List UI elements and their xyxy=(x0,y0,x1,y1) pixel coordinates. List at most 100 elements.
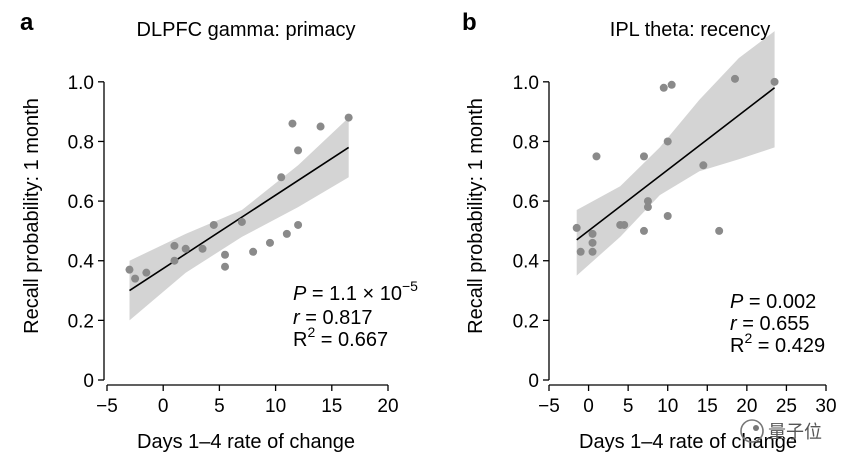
panel-b-stat-r2-sup: 2 xyxy=(744,330,752,346)
panel-a-point-3 xyxy=(170,256,179,265)
panel-a-x-tick-label-4: 15 xyxy=(321,396,342,417)
panel-b-point-4 xyxy=(588,247,597,256)
panel-a-point-11 xyxy=(249,247,258,256)
panel-a-y-tick-label-4: 0.8 xyxy=(68,132,94,153)
panel-b: b IPL theta: recency Recall probability:… xyxy=(462,9,837,453)
panel-a-point-7 xyxy=(209,220,218,229)
panel-a-stat-r2-sup: 2 xyxy=(307,324,315,340)
panel-b-x-tick-label-6: 25 xyxy=(776,396,797,417)
panel-a-y-tick-label-5: 1.0 xyxy=(68,73,94,94)
panel-a-stat-r: r = 0.817 xyxy=(293,307,373,329)
panel-a-point-14 xyxy=(282,229,291,238)
panel-b-point-15 xyxy=(667,80,676,89)
panel-a-x-axis-title: Days 1–4 rate of change xyxy=(137,431,355,453)
panel-b-point-19 xyxy=(770,77,779,86)
panel-a-stat-r2-value: = 0.667 xyxy=(315,329,388,351)
panel-b-regression-line xyxy=(576,87,776,241)
panel-a-y-tick-label-2: 0.4 xyxy=(68,252,95,273)
panel-a-stat-r-label: r xyxy=(293,307,301,329)
panel-a-regression-line xyxy=(129,146,350,292)
panel-b-point-9 xyxy=(639,226,648,235)
panel-a-stat-r2: R2 = 0.667 xyxy=(293,324,388,351)
panel-b-stat-r2-label: R xyxy=(730,335,744,357)
panel-b-point-12 xyxy=(659,83,668,92)
panel-a-point-1 xyxy=(131,274,140,283)
watermark-logo-dot-icon xyxy=(753,425,759,431)
panel-b-y-axis-title: Recall probability: 1 month xyxy=(465,98,487,334)
watermark: 量子位 xyxy=(740,419,822,443)
panel-b-point-0 xyxy=(572,223,581,232)
panel-a-axes: 00.20.40.60.81.0−5 0 5 10 15 20 xyxy=(68,73,399,417)
panel-a-stat-r-value: = 0.817 xyxy=(300,307,373,329)
panel-b-x-tick-label-2: 5 xyxy=(623,396,634,417)
panel-a-y-tick-label-3: 0.6 xyxy=(68,192,94,213)
panel-b-line-layer xyxy=(576,87,776,241)
panel-a: a DLPFC gamma: primacy Recall probabilit… xyxy=(20,9,418,453)
panel-a-y-tick-label-1: 0.2 xyxy=(68,311,94,332)
panel-b-band-layer xyxy=(576,31,775,276)
watermark-text: 量子位 xyxy=(768,422,822,442)
panel-a-point-5 xyxy=(181,244,190,253)
panel-letter-a: a xyxy=(20,9,34,36)
panel-b-axes: 0 0.2 0.4 0.6 0.8 1.0 −5 0 5 10 15 20 25 30 xyxy=(513,73,837,417)
panel-b-stat-r: r = 0.655 xyxy=(730,313,810,335)
panel-b-stat-r-label: r xyxy=(730,313,738,335)
panel-a-stat-r2-label: R xyxy=(293,329,307,351)
panel-a-x-tick-label-1: 0 xyxy=(158,396,169,417)
panel-a-y-axis-title: Recall probability: 1 month xyxy=(21,98,43,334)
panel-a-point-9 xyxy=(221,262,230,271)
panel-b-point-14 xyxy=(663,212,672,220)
panel-a-x-tick-label-2: 5 xyxy=(214,396,225,417)
panel-a-point-0 xyxy=(125,265,134,274)
panel-a-stat-p-label: P xyxy=(293,283,307,305)
panel-b-y-tick-label-3: 0.6 xyxy=(513,192,539,213)
panel-b-stat-p: P = 0.002 xyxy=(730,291,816,313)
panel-b-stat-p-label: P xyxy=(730,291,744,313)
panel-b-x-tick-label-0: −5 xyxy=(538,396,560,417)
panel-b-point-5 xyxy=(592,152,601,161)
panel-a-point-12 xyxy=(265,238,274,247)
panel-b-stat-p-value: = 0.002 xyxy=(743,291,816,313)
panel-a-point-4 xyxy=(170,241,179,250)
panel-a-point-19 xyxy=(344,113,353,122)
panel-b-stats: P = 0.002 r = 0.655 R2 = 0.429 xyxy=(730,291,825,357)
panel-b-y-tick-label-1: 0.2 xyxy=(513,311,539,332)
panel-a-stat-p-exponent: −5 xyxy=(402,278,418,294)
panel-a-x-tick-label-5: 20 xyxy=(377,396,398,417)
panel-b-point-16 xyxy=(699,161,708,170)
panel-b-point-18 xyxy=(730,74,739,83)
panel-a-stat-p-value: = 1.1 × 10 xyxy=(306,283,402,305)
panel-a-line-layer xyxy=(129,146,350,292)
panel-b-point-10 xyxy=(643,197,652,206)
panel-a-point-2 xyxy=(142,268,151,277)
panel-b-point-1 xyxy=(576,247,585,256)
panel-a-stat-p: P = 1.1 × 10−5 xyxy=(293,278,418,305)
panel-b-confidence-band xyxy=(576,31,775,276)
panel-b-x-axis-title: Days 1–4 rate of change xyxy=(579,431,797,453)
panel-b-point-8 xyxy=(639,152,648,161)
panel-a-point-6 xyxy=(198,244,207,253)
panel-b-stat-r2: R2 = 0.429 xyxy=(730,330,825,357)
panel-b-point-11 xyxy=(643,203,652,212)
panel-b-x-tick-label-3: 10 xyxy=(657,396,678,417)
panel-b-x-tick-label-1: 0 xyxy=(583,396,594,417)
panel-letter-b: b xyxy=(462,9,477,36)
panel-b-x-tick-label-4: 15 xyxy=(697,396,718,417)
panel-b-point-3 xyxy=(588,238,597,247)
panel-b-point-7 xyxy=(620,220,629,229)
panel-b-point-17 xyxy=(715,226,724,235)
panel-b-x-tick-label-5: 20 xyxy=(736,396,757,417)
panel-b-point-13 xyxy=(663,137,672,146)
panel-b-y-tick-label-0: 0 xyxy=(528,371,539,392)
panel-b-point-2 xyxy=(588,229,597,238)
panel-a-point-10 xyxy=(237,217,246,226)
panel-a-point-15 xyxy=(288,119,297,128)
panel-a-point-13 xyxy=(277,173,286,182)
panel-b-x-tick-label-7: 30 xyxy=(815,396,836,417)
panel-a-point-18 xyxy=(316,122,325,131)
panel-a-stats: P = 1.1 × 10−5 r = 0.817 R2 = 0.667 xyxy=(293,278,418,351)
watermark-logo-icon xyxy=(740,419,764,443)
panel-b-stat-r-value: = 0.655 xyxy=(737,313,810,335)
panel-b-y-tick-label-2: 0.4 xyxy=(513,252,540,273)
